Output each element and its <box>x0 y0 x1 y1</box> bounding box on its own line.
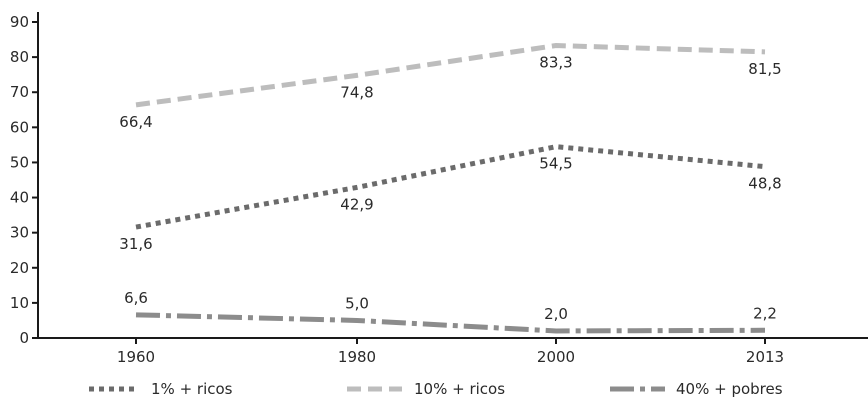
series-line-2 <box>135 43 766 108</box>
y-tick-label: 0 <box>19 329 29 347</box>
y-tick-label: 70 <box>10 83 29 101</box>
x-tick-label: 1980 <box>338 348 376 366</box>
data-label: 42,9 <box>340 195 373 213</box>
data-labels: 31,6 42,9 54,5 48,8 66,4 74,8 83,3 81,5 6,6 5,0 2,… <box>119 54 781 323</box>
data-label: 81,5 <box>748 60 781 78</box>
data-label: 31,6 <box>119 235 152 253</box>
series-line-3 <box>135 312 766 334</box>
y-tick-label: 10 <box>10 294 29 312</box>
x-axis-ticks: 1960 1980 2000 2013 <box>117 338 784 366</box>
y-tick-label: 40 <box>10 189 29 207</box>
x-tick-label: 2013 <box>746 348 784 366</box>
legend: 1% + ricos 10% + ricos 40% + pobres <box>89 380 783 398</box>
legend-label: 10% + ricos <box>414 380 505 398</box>
y-tick-label: 30 <box>10 224 29 242</box>
y-tick-label: 20 <box>10 259 29 277</box>
data-label: 83,3 <box>539 54 572 72</box>
data-label: 54,5 <box>539 155 572 173</box>
series-line-1 <box>135 144 766 230</box>
data-label: 66,4 <box>119 113 152 131</box>
legend-label: 1% + ricos <box>151 380 233 398</box>
series-lines <box>135 43 766 334</box>
y-axis-ticks: 0 10 20 30 40 50 60 70 80 90 <box>10 13 38 347</box>
y-tick-label: 90 <box>10 13 29 31</box>
y-tick-label: 60 <box>10 118 29 136</box>
legend-item: 10% + ricos <box>347 380 505 398</box>
x-tick-label: 2000 <box>537 348 575 366</box>
data-label: 2,0 <box>544 305 568 323</box>
x-tick-label: 1960 <box>117 348 155 366</box>
data-label: 48,8 <box>748 175 781 193</box>
data-label: 74,8 <box>340 83 373 101</box>
data-label: 6,6 <box>124 289 148 307</box>
legend-label: 40% + pobres <box>676 380 783 398</box>
legend-item: 40% + pobres <box>610 380 783 398</box>
data-label: 2,2 <box>753 304 777 322</box>
y-tick-label: 80 <box>10 48 29 66</box>
y-tick-label: 50 <box>10 153 29 171</box>
data-label: 5,0 <box>345 294 369 312</box>
axes <box>37 12 868 339</box>
legend-item: 1% + ricos <box>89 380 233 398</box>
